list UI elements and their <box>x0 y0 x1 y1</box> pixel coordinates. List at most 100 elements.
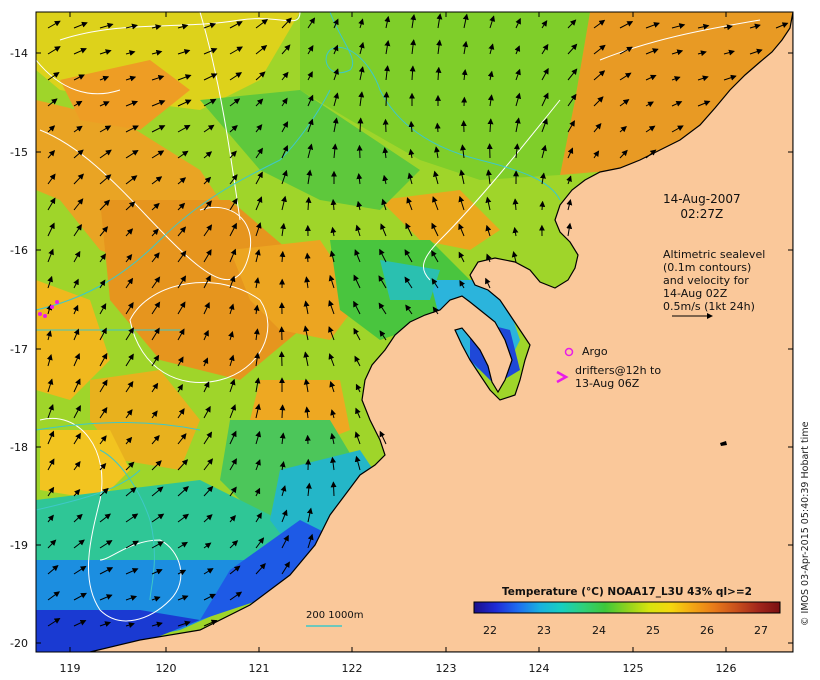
velocity-arrow <box>73 539 85 549</box>
velocity-arrow <box>73 47 87 55</box>
velocity-arrow <box>567 93 577 107</box>
velocity-arrow <box>328 326 335 341</box>
velocity-arrow <box>228 303 235 315</box>
velocity-arrow <box>645 101 654 108</box>
velocity-arrow <box>177 275 187 289</box>
velocity-arrow <box>461 69 468 81</box>
velocity-arrow <box>723 74 737 81</box>
velocity-arrow <box>47 275 53 289</box>
velocity-arrow <box>177 486 189 497</box>
velocity-arrow <box>99 199 110 211</box>
velocity-arrow <box>330 456 337 471</box>
velocity-arrow <box>378 302 387 315</box>
velocity-arrow <box>333 92 340 107</box>
velocity-arrow <box>333 68 339 81</box>
velocity-arrow <box>203 542 212 549</box>
velocity-arrow <box>99 406 108 419</box>
velocity-arrow <box>458 195 465 211</box>
velocity-arrow <box>382 147 389 159</box>
velocity-arrow <box>151 327 160 341</box>
velocity-arrow <box>125 436 133 445</box>
velocity-arrow <box>254 352 261 367</box>
velocity-arrow <box>99 513 111 523</box>
velocity-arrow <box>203 275 211 289</box>
velocity-arrow <box>151 176 163 185</box>
velocity-arrow <box>593 44 606 55</box>
velocity-arrow <box>304 276 311 289</box>
velocity-arrow <box>151 49 163 56</box>
lat-tick: -20 <box>10 637 28 650</box>
velocity-arrow <box>255 19 269 29</box>
velocity-arrow <box>125 175 138 185</box>
velocity-arrow <box>73 432 81 445</box>
velocity-arrow <box>99 253 106 263</box>
velocity-arrow <box>458 251 465 263</box>
altimetry-note: Altimetric sealevel (0.1m contours) and … <box>663 248 765 313</box>
velocity-arrow <box>281 195 287 211</box>
velocity-arrow <box>151 202 160 211</box>
velocity-arrow <box>306 169 313 185</box>
lon-tick: 125 <box>622 662 644 675</box>
velocity-arrow <box>203 22 217 29</box>
velocity-arrow <box>177 301 186 315</box>
velocity-arrow <box>486 253 492 263</box>
drifter-track-west <box>38 300 59 318</box>
velocity-arrow <box>99 149 112 159</box>
velocity-arrow <box>539 172 546 185</box>
velocity-arrow <box>328 274 335 289</box>
colorbar-tick: 27 <box>754 624 768 637</box>
drifters-line: drifters@12h to <box>575 364 662 377</box>
velocity-arrow <box>73 250 81 263</box>
velocity-arrow <box>47 248 54 263</box>
velocity-arrow <box>671 101 683 107</box>
velocity-arrow <box>281 97 288 107</box>
velocity-arrow <box>229 275 236 289</box>
velocity-arrow <box>99 379 108 393</box>
velocity-arrow <box>329 432 336 445</box>
velocity-arrow <box>485 196 492 211</box>
velocity-arrow <box>645 149 657 159</box>
velocity-arrow <box>307 71 313 81</box>
colorbar-tick: 24 <box>592 624 606 637</box>
velocity-arrow <box>203 176 212 185</box>
island <box>720 441 727 446</box>
lon-tick: 124 <box>528 662 550 675</box>
velocity-arrow <box>515 92 522 107</box>
velocity-arrow <box>514 45 521 55</box>
velocity-arrow <box>177 541 188 549</box>
velocity-arrow <box>697 100 711 107</box>
velocity-arrow <box>229 591 243 601</box>
velocity-arrow <box>203 249 212 263</box>
velocity-arrow <box>125 409 133 419</box>
velocity-arrow <box>279 404 286 419</box>
velocity-arrow <box>405 304 413 315</box>
velocity-arrow <box>358 66 365 81</box>
lat-tick: -18 <box>10 441 28 454</box>
colorbar-tick: 23 <box>537 624 551 637</box>
velocity-arrow <box>73 74 85 81</box>
velocity-arrow <box>619 21 634 29</box>
velocity-arrow <box>462 13 469 29</box>
velocity-arrow <box>645 48 659 55</box>
velocity-arrow <box>671 76 681 82</box>
altimetry-line: Altimetric sealevel <box>663 248 766 261</box>
velocity-arrow <box>47 458 55 471</box>
velocity-arrow <box>177 202 186 211</box>
velocity-arrow <box>125 277 134 289</box>
velocity-arrow <box>177 459 189 471</box>
velocity-arrow <box>151 434 160 445</box>
velocity-arrow <box>47 403 54 419</box>
velocity-arrow <box>619 125 627 133</box>
velocity-arrow <box>723 49 735 56</box>
velocity-arrow <box>151 150 165 159</box>
velocity-arrow <box>303 325 310 341</box>
velocity-arrow <box>151 596 161 602</box>
velocity-arrow <box>151 252 160 263</box>
velocity-arrow <box>645 125 656 133</box>
velocity-arrow <box>203 151 213 159</box>
velocity-arrow <box>410 14 417 29</box>
velocity-arrow <box>307 94 314 107</box>
velocity-arrow <box>281 509 288 523</box>
velocity-arrow <box>567 120 575 133</box>
velocity-arrow <box>619 72 632 81</box>
